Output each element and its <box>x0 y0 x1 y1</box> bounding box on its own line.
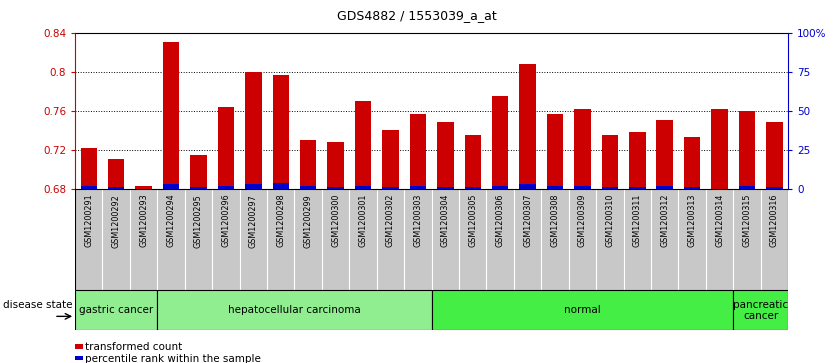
Bar <box>520 64 535 189</box>
Bar <box>158 290 432 330</box>
Text: GSM1200304: GSM1200304 <box>441 194 450 247</box>
Bar <box>492 96 509 189</box>
Text: GSM1200298: GSM1200298 <box>276 194 285 248</box>
Bar <box>684 137 701 189</box>
Text: GSM1200308: GSM1200308 <box>550 194 560 247</box>
Bar <box>437 187 454 189</box>
Text: GSM1200296: GSM1200296 <box>221 194 230 248</box>
Bar <box>766 187 782 189</box>
Bar <box>245 72 262 189</box>
Text: GSM1200313: GSM1200313 <box>688 194 696 247</box>
Bar <box>409 114 426 189</box>
Bar <box>81 148 97 189</box>
Bar <box>75 344 83 349</box>
Text: hepatocellular carcinoma: hepatocellular carcinoma <box>228 305 361 315</box>
Text: disease state: disease state <box>3 300 72 310</box>
Text: GSM1200307: GSM1200307 <box>523 194 532 247</box>
Bar <box>190 187 207 189</box>
Bar <box>328 142 344 189</box>
Bar <box>656 121 673 189</box>
Bar <box>163 184 179 189</box>
Text: percentile rank within the sample: percentile rank within the sample <box>85 354 261 363</box>
Bar <box>547 185 563 189</box>
Text: normal: normal <box>564 305 600 315</box>
Bar <box>81 185 97 189</box>
Bar <box>437 122 454 189</box>
Bar <box>601 187 618 189</box>
Text: pancreatic
cancer: pancreatic cancer <box>733 299 788 321</box>
Bar <box>409 185 426 189</box>
Text: GSM1200303: GSM1200303 <box>414 194 422 247</box>
Bar <box>354 101 371 189</box>
Bar <box>75 356 83 360</box>
Bar <box>739 185 756 189</box>
Bar <box>574 109 590 189</box>
Bar <box>108 187 124 189</box>
Bar <box>656 185 673 189</box>
Text: GSM1200300: GSM1200300 <box>331 194 340 247</box>
Bar <box>328 187 344 189</box>
Bar <box>432 290 733 330</box>
Bar <box>492 185 509 189</box>
Bar <box>190 155 207 189</box>
Text: GSM1200309: GSM1200309 <box>578 194 587 247</box>
Text: GSM1200312: GSM1200312 <box>661 194 669 247</box>
Bar <box>684 187 701 189</box>
Bar <box>300 185 316 189</box>
Bar <box>354 185 371 189</box>
Bar <box>300 140 316 189</box>
Text: GSM1200302: GSM1200302 <box>386 194 395 247</box>
Bar <box>273 75 289 189</box>
Text: GDS4882 / 1553039_a_at: GDS4882 / 1553039_a_at <box>337 9 497 22</box>
Bar <box>245 184 262 189</box>
Bar <box>574 185 590 189</box>
Bar <box>739 111 756 189</box>
Text: GSM1200310: GSM1200310 <box>605 194 615 247</box>
Bar <box>465 135 481 189</box>
Bar <box>601 135 618 189</box>
Bar <box>629 187 646 189</box>
Bar <box>75 290 158 330</box>
Bar <box>218 107 234 189</box>
Bar <box>629 132 646 189</box>
Text: GSM1200306: GSM1200306 <box>495 194 505 247</box>
Bar <box>766 122 782 189</box>
Bar <box>382 187 399 189</box>
Bar <box>382 130 399 189</box>
Bar <box>547 114 563 189</box>
Bar <box>273 183 289 189</box>
Text: GSM1200292: GSM1200292 <box>112 194 121 248</box>
Text: GSM1200314: GSM1200314 <box>715 194 724 247</box>
Text: GSM1200299: GSM1200299 <box>304 194 313 248</box>
Bar <box>520 184 535 189</box>
Text: GSM1200316: GSM1200316 <box>770 194 779 247</box>
Bar <box>218 185 234 189</box>
Text: GSM1200291: GSM1200291 <box>84 194 93 248</box>
Bar <box>163 42 179 189</box>
Text: GSM1200301: GSM1200301 <box>359 194 368 247</box>
Bar <box>135 186 152 189</box>
Text: GSM1200311: GSM1200311 <box>633 194 642 247</box>
Text: transformed count: transformed count <box>85 342 183 352</box>
Text: GSM1200294: GSM1200294 <box>167 194 175 248</box>
Bar <box>733 290 788 330</box>
Text: GSM1200305: GSM1200305 <box>468 194 477 247</box>
Text: GSM1200315: GSM1200315 <box>742 194 751 247</box>
Text: GSM1200297: GSM1200297 <box>249 194 258 248</box>
Bar <box>711 109 728 189</box>
Text: GSM1200293: GSM1200293 <box>139 194 148 248</box>
Bar <box>108 159 124 189</box>
Bar <box>465 187 481 189</box>
Text: gastric cancer: gastric cancer <box>79 305 153 315</box>
Text: GSM1200295: GSM1200295 <box>194 194 203 248</box>
